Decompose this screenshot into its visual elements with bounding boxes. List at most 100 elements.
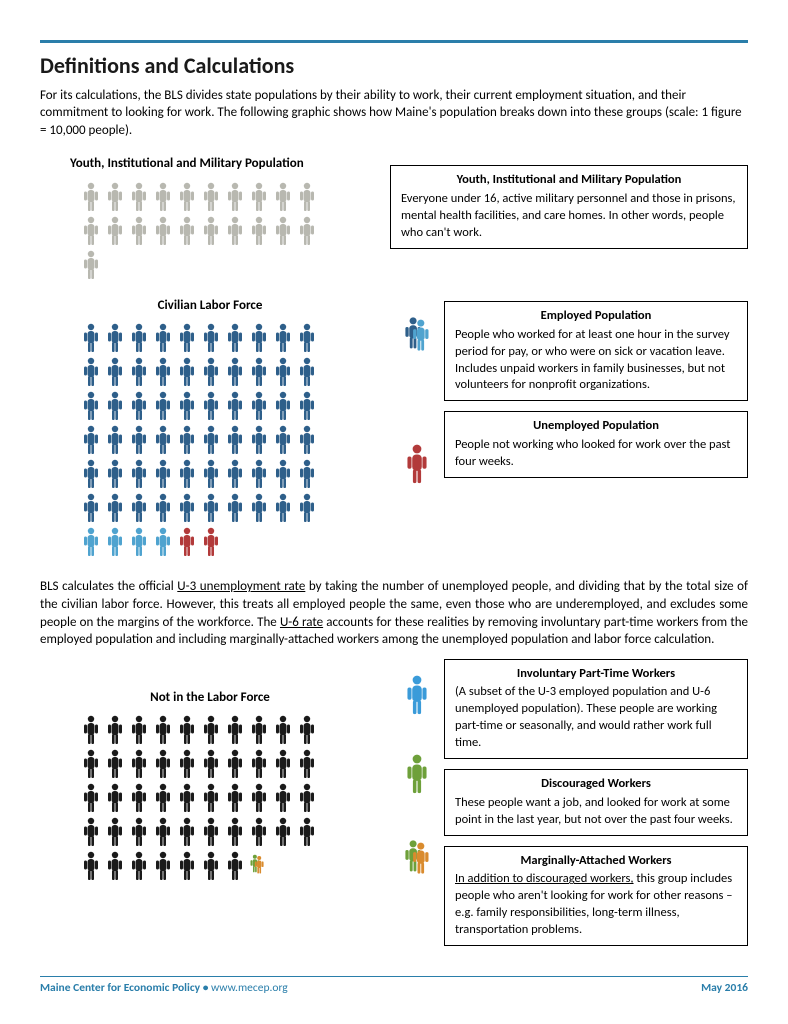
person-icon	[224, 390, 246, 422]
person-icon	[224, 356, 246, 388]
box-unemployed-title: Unemployed Population	[455, 418, 737, 435]
person-icon	[128, 356, 150, 388]
person-icon	[272, 782, 294, 814]
person-icon	[224, 322, 246, 354]
box-disc-body: These people want a job, and looked for …	[455, 795, 733, 827]
person-icon	[296, 215, 318, 247]
person-icon	[272, 714, 294, 746]
person-icon	[176, 322, 198, 354]
section1-title: Youth, Institutional and Military Popula…	[40, 155, 380, 173]
person-icon	[176, 458, 198, 490]
person-icon	[152, 492, 174, 524]
person-icon	[272, 748, 294, 780]
person-icon	[296, 816, 318, 848]
person-icon	[272, 492, 294, 524]
person-icon	[80, 356, 102, 388]
person-icon	[152, 748, 174, 780]
person-icon	[104, 748, 126, 780]
person-icon	[176, 492, 198, 524]
person-icon	[296, 782, 318, 814]
person-icon	[152, 714, 174, 746]
person-icon	[128, 714, 150, 746]
box-youth: Youth, Institutional and Military Popula…	[390, 165, 748, 249]
person-icon	[152, 215, 174, 247]
person-icon	[128, 322, 150, 354]
person-icon	[248, 714, 270, 746]
page-title: Definitions and Calculations	[40, 51, 748, 81]
box-employed-title: Employed Population	[455, 308, 737, 325]
person-icon	[104, 816, 126, 848]
top-rule	[40, 40, 748, 43]
box-youth-title: Youth, Institutional and Military Popula…	[401, 172, 737, 189]
box-unemployed: Unemployed Population People not working…	[444, 411, 748, 478]
person-icon	[200, 181, 222, 213]
person-icon	[128, 850, 150, 882]
person-icon	[80, 492, 102, 524]
person-icon	[80, 816, 102, 848]
person-icon	[152, 526, 174, 558]
person-icon	[176, 748, 198, 780]
person-icon	[272, 322, 294, 354]
section3-figures	[40, 710, 380, 892]
person-icon	[248, 322, 270, 354]
person-icon	[200, 714, 222, 746]
box-ipt-title: Involuntary Part-Time Workers	[455, 666, 737, 683]
person-icon	[104, 390, 126, 422]
box-marg: Marginally-Attached Workers In addition …	[444, 846, 748, 946]
person-icon	[224, 782, 246, 814]
person-icon	[272, 390, 294, 422]
person-icon	[200, 390, 222, 422]
mid-paragraph: BLS calculates the official U-3 unemploy…	[40, 578, 748, 648]
person-icon	[176, 850, 198, 882]
person-icon	[272, 181, 294, 213]
person-icon	[176, 424, 198, 456]
person-icon	[296, 458, 318, 490]
person-icon	[248, 850, 272, 882]
person-icon	[128, 458, 150, 490]
person-icon	[104, 181, 126, 213]
person-icon	[296, 424, 318, 456]
person-icon	[200, 850, 222, 882]
section2-figures	[40, 318, 380, 568]
person-icon	[80, 526, 102, 558]
person-icon	[80, 390, 102, 422]
person-icon	[248, 181, 270, 213]
footer: Maine Center for Economic Policy • www.m…	[40, 976, 748, 997]
box-disc: Discouraged Workers These people want a …	[444, 769, 748, 836]
person-icon	[272, 816, 294, 848]
person-icon	[176, 816, 198, 848]
footer-date: May 2016	[701, 981, 748, 997]
person-icon	[272, 356, 294, 388]
person-icon	[128, 816, 150, 848]
person-icon	[104, 322, 126, 354]
person-icon	[128, 492, 150, 524]
person-icon	[128, 782, 150, 814]
person-icon	[200, 458, 222, 490]
box-youth-body: Everyone under 16, active military perso…	[401, 191, 736, 240]
marginal-icon	[401, 832, 434, 886]
person-icon	[200, 424, 222, 456]
person-icon	[200, 748, 222, 780]
person-icon	[128, 390, 150, 422]
person-icon	[176, 782, 198, 814]
person-icon	[80, 249, 102, 281]
person-icon	[152, 458, 174, 490]
box-marg-title: Marginally-Attached Workers	[455, 853, 737, 870]
footer-site: www.mecep.org	[211, 981, 288, 995]
person-icon	[152, 322, 174, 354]
person-icon	[200, 782, 222, 814]
intro-text: For its calculations, the BLS divides st…	[40, 87, 748, 140]
person-icon	[200, 816, 222, 848]
person-icon	[224, 424, 246, 456]
person-icon	[128, 748, 150, 780]
person-icon	[248, 424, 270, 456]
person-icon	[104, 458, 126, 490]
unemployed-icon	[402, 442, 432, 492]
person-icon	[128, 526, 150, 558]
person-icon	[248, 390, 270, 422]
person-icon	[296, 356, 318, 388]
person-icon	[200, 215, 222, 247]
footer-org: Maine Center for Economic Policy	[40, 981, 200, 995]
person-icon	[248, 356, 270, 388]
person-icon	[224, 458, 246, 490]
